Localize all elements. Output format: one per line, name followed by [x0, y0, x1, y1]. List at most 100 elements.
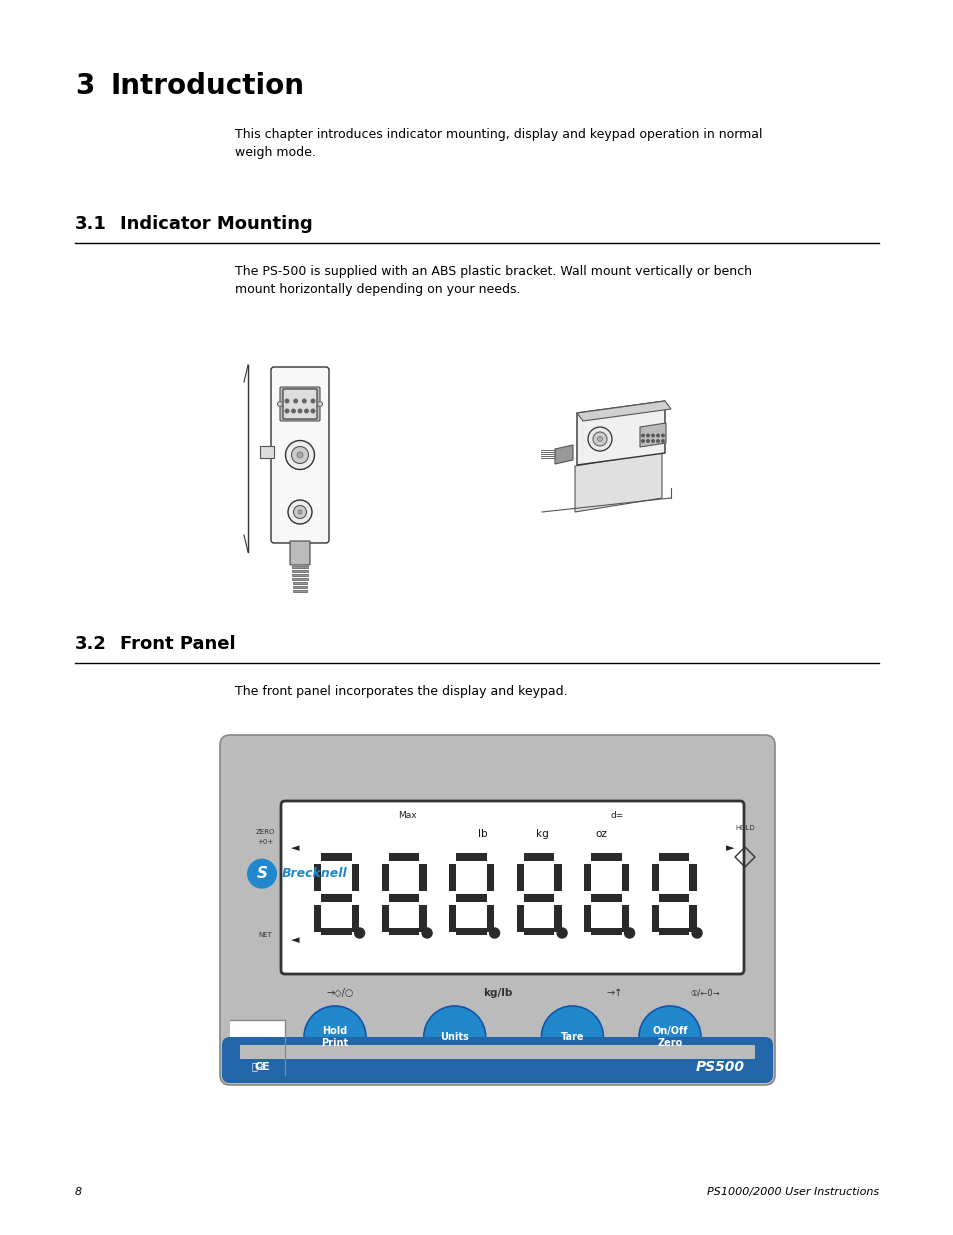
Bar — [621, 864, 629, 890]
Circle shape — [296, 452, 303, 458]
Circle shape — [624, 927, 634, 939]
Bar — [381, 864, 389, 890]
Bar — [689, 905, 696, 931]
Circle shape — [651, 440, 654, 442]
Bar — [554, 905, 561, 931]
Bar — [456, 894, 486, 902]
Bar — [523, 853, 554, 861]
Bar — [651, 864, 659, 890]
Bar — [314, 905, 321, 931]
Bar — [591, 927, 621, 935]
Circle shape — [597, 436, 602, 441]
Text: →◇/○: →◇/○ — [326, 988, 354, 998]
Bar — [321, 894, 352, 902]
Circle shape — [423, 1007, 485, 1068]
Text: +0+: +0+ — [256, 839, 273, 845]
Circle shape — [317, 401, 322, 406]
Bar — [591, 853, 621, 861]
Polygon shape — [555, 445, 573, 464]
Circle shape — [298, 409, 301, 412]
FancyBboxPatch shape — [290, 541, 310, 564]
Circle shape — [285, 441, 314, 469]
Text: ①/←0→: ①/←0→ — [689, 988, 720, 998]
Bar — [293, 585, 307, 588]
Polygon shape — [575, 452, 661, 513]
Text: Units: Units — [440, 1032, 469, 1042]
Bar — [293, 589, 307, 592]
Polygon shape — [577, 401, 664, 466]
Text: Front Panel: Front Panel — [120, 635, 235, 653]
Circle shape — [277, 401, 282, 406]
Circle shape — [661, 435, 663, 437]
Circle shape — [304, 409, 308, 412]
FancyBboxPatch shape — [271, 367, 329, 543]
Circle shape — [656, 435, 659, 437]
Bar — [583, 864, 591, 890]
Text: 3: 3 — [75, 72, 94, 100]
Text: PS1000/2000 User Instructions: PS1000/2000 User Instructions — [706, 1187, 878, 1197]
Bar — [651, 905, 659, 931]
FancyBboxPatch shape — [283, 389, 316, 419]
Bar — [419, 864, 426, 890]
Bar — [621, 905, 629, 931]
Bar — [449, 864, 456, 890]
Text: weigh mode.: weigh mode. — [234, 146, 315, 159]
Bar — [292, 569, 308, 572]
Circle shape — [421, 927, 432, 939]
Text: Indicator Mounting: Indicator Mounting — [120, 215, 313, 233]
Text: ◄: ◄ — [291, 844, 299, 853]
Circle shape — [691, 927, 701, 939]
Bar — [516, 864, 523, 890]
Bar — [321, 927, 352, 935]
Text: kg: kg — [536, 829, 548, 839]
Circle shape — [661, 440, 663, 442]
Text: The front panel incorporates the display and keypad.: The front panel incorporates the display… — [234, 685, 567, 698]
FancyBboxPatch shape — [222, 1037, 772, 1083]
Text: kg/lb: kg/lb — [482, 988, 512, 998]
Polygon shape — [639, 424, 665, 447]
Bar — [659, 927, 689, 935]
Polygon shape — [577, 401, 670, 421]
Text: Introduction: Introduction — [110, 72, 304, 100]
Text: lb: lb — [477, 829, 487, 839]
Bar — [389, 853, 419, 861]
Bar — [419, 905, 426, 931]
Text: 8: 8 — [75, 1187, 82, 1197]
Bar — [352, 864, 358, 890]
Text: oz: oz — [595, 829, 606, 839]
Bar — [659, 853, 689, 861]
Text: The PS-500 is supplied with an ABS plastic bracket. Wall mount vertically or ben: The PS-500 is supplied with an ABS plast… — [234, 266, 751, 278]
Bar — [456, 927, 486, 935]
Bar — [381, 905, 389, 931]
Bar — [523, 894, 554, 902]
FancyBboxPatch shape — [280, 387, 319, 421]
Bar — [456, 853, 486, 861]
Circle shape — [646, 440, 649, 442]
Text: S: S — [256, 866, 267, 882]
Bar — [230, 1020, 285, 1074]
Circle shape — [311, 399, 314, 403]
Bar — [292, 573, 308, 576]
Text: NET: NET — [258, 932, 272, 939]
Circle shape — [247, 858, 276, 889]
Text: CE: CE — [254, 1062, 271, 1072]
Circle shape — [355, 927, 364, 939]
Bar — [523, 927, 554, 935]
Bar — [352, 905, 358, 931]
Text: HOLD: HOLD — [735, 825, 754, 831]
Circle shape — [641, 440, 643, 442]
Circle shape — [292, 409, 295, 412]
Circle shape — [593, 432, 606, 446]
Circle shape — [285, 409, 289, 412]
Circle shape — [489, 927, 499, 939]
Text: →↑: →↑ — [606, 988, 622, 998]
Bar — [240, 1045, 754, 1063]
Bar — [449, 905, 456, 931]
Bar — [591, 894, 621, 902]
Text: This chapter introduces indicator mounting, display and keypad operation in norm: This chapter introduces indicator mounti… — [234, 128, 761, 141]
Circle shape — [302, 399, 306, 403]
Text: Ⓒ₠: Ⓒ₠ — [252, 1062, 266, 1072]
Bar — [293, 578, 307, 580]
Circle shape — [288, 500, 312, 524]
Bar — [486, 864, 494, 890]
